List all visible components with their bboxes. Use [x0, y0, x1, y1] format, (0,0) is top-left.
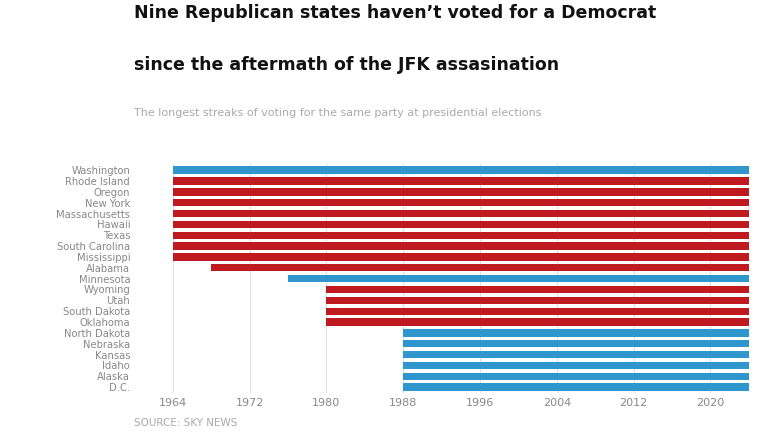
Bar	[403, 384, 749, 391]
Bar	[403, 340, 749, 347]
Text: SOURCE: SKY NEWS: SOURCE: SKY NEWS	[134, 418, 238, 428]
Bar	[173, 166, 749, 174]
Bar	[173, 232, 749, 239]
Bar	[173, 199, 749, 206]
Bar	[403, 373, 749, 380]
Bar	[403, 362, 749, 369]
Bar	[173, 221, 749, 228]
Bar	[326, 318, 749, 326]
Text: The longest streaks of voting for the same party at presidential elections: The longest streaks of voting for the sa…	[134, 108, 542, 118]
Bar	[173, 188, 749, 196]
Bar	[211, 264, 749, 271]
Bar	[403, 351, 749, 358]
Text: since the aftermath of the JFK assasination: since the aftermath of the JFK assasinat…	[134, 56, 560, 74]
Bar	[326, 286, 749, 293]
Bar	[173, 177, 749, 184]
Bar	[173, 242, 749, 250]
Text: Nine Republican states haven’t voted for a Democrat: Nine Republican states haven’t voted for…	[134, 4, 657, 22]
Bar	[403, 329, 749, 337]
Bar	[326, 308, 749, 315]
Bar	[288, 275, 749, 283]
Bar	[173, 210, 749, 217]
Bar	[173, 253, 749, 260]
Bar	[326, 297, 749, 304]
